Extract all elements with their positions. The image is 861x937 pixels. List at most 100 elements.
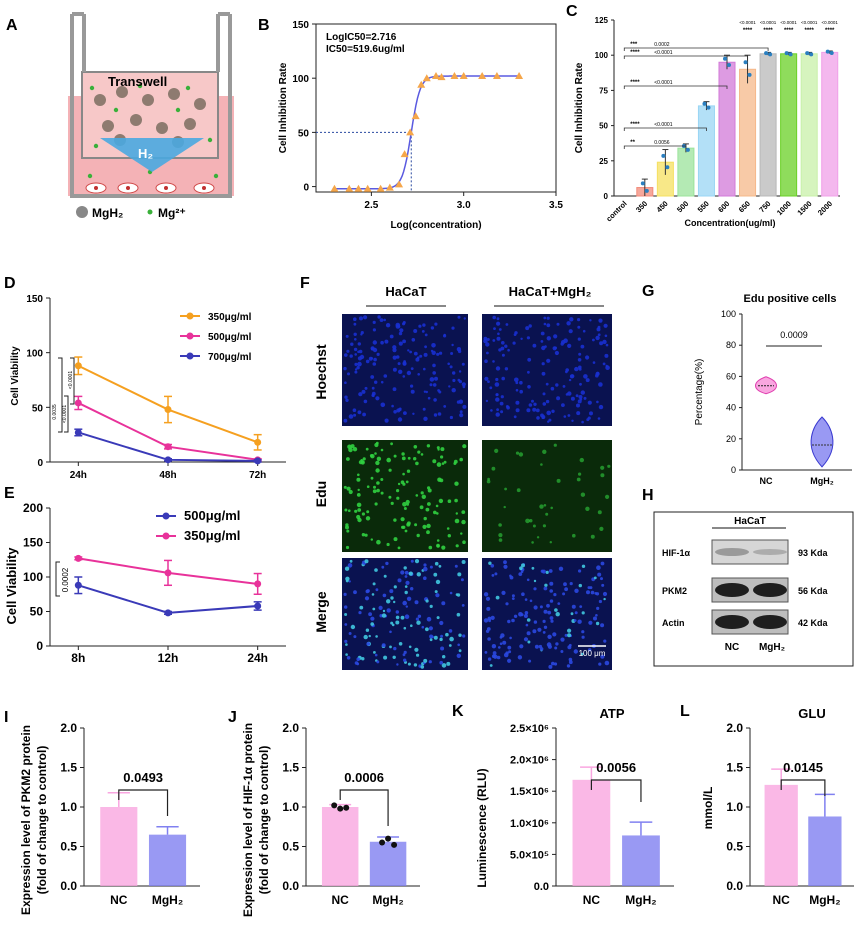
cell-nucleus bbox=[429, 377, 435, 382]
replicate-dot bbox=[825, 49, 830, 54]
cell-nucleus bbox=[353, 322, 357, 326]
panel-d-chart: Cell Viability 0 50 100 150 24h 48h 72h 350μg/m… bbox=[10, 294, 286, 481]
cell-nucleus bbox=[430, 349, 434, 353]
cell-nucleus bbox=[521, 592, 525, 596]
cell-nucleus bbox=[564, 633, 568, 637]
cell-nucleus bbox=[495, 366, 501, 371]
cell-nucleus bbox=[560, 650, 564, 653]
cell-nucleus bbox=[542, 631, 546, 634]
replicate-dot bbox=[644, 188, 649, 193]
plot-area: 0.0 0.5 1.0 1.5 2.0 NC MgH₂ 0.0145 bbox=[726, 721, 854, 907]
cell-nucleus bbox=[526, 578, 530, 582]
micrograph-hoechst bbox=[482, 314, 612, 426]
sig-bracket bbox=[590, 779, 642, 802]
legend-label: 500μg/ml bbox=[208, 332, 252, 343]
cell-nucleus bbox=[520, 570, 524, 574]
cell-nucleus bbox=[433, 398, 437, 402]
cell-nucleus bbox=[539, 647, 544, 651]
cell-nucleus bbox=[395, 610, 399, 614]
cell-nucleus bbox=[344, 381, 347, 385]
cell-nucleus bbox=[356, 366, 360, 370]
cell-nucleus bbox=[581, 635, 585, 639]
data-point-triangle bbox=[406, 128, 415, 136]
y-tick-label: 0 bbox=[303, 183, 309, 194]
cell-nucleus bbox=[595, 371, 600, 376]
data-point bbox=[254, 438, 262, 446]
cell-nucleus bbox=[542, 392, 546, 396]
significance-stars: ** bbox=[630, 140, 635, 146]
cell-nucleus bbox=[546, 603, 550, 608]
panel-i-chart: Expression level of PKM2 protein (fold o… bbox=[19, 721, 200, 915]
legend-swatch-dot bbox=[162, 532, 170, 540]
cell-nucleus bbox=[443, 460, 447, 464]
replicate-dot bbox=[743, 60, 748, 65]
cell-nucleus bbox=[365, 359, 370, 364]
cell-nucleus bbox=[489, 386, 493, 390]
replicate-dot bbox=[747, 72, 752, 77]
cell-nucleus bbox=[540, 463, 543, 466]
cell-nucleus bbox=[353, 347, 358, 352]
cell-nucleus bbox=[563, 582, 567, 587]
cell-nucleus bbox=[436, 544, 440, 548]
cell-nucleus bbox=[574, 611, 578, 615]
cell-nucleus bbox=[424, 333, 428, 337]
cell-nucleus bbox=[540, 569, 544, 573]
cell-nucleus bbox=[405, 499, 410, 505]
data-point-triangle bbox=[363, 184, 372, 192]
replicate-dot bbox=[685, 147, 690, 152]
y-tick-label: 100 bbox=[292, 74, 309, 85]
cell-nucleus bbox=[449, 415, 453, 420]
cell-nucleus bbox=[371, 386, 375, 390]
y-tick-label: 50 bbox=[599, 122, 608, 131]
cell-nucleus bbox=[353, 413, 357, 417]
data-point bbox=[254, 580, 262, 588]
data-point-triangle bbox=[395, 180, 404, 188]
cell-nucleus bbox=[397, 546, 401, 550]
cell-nucleus bbox=[439, 620, 444, 626]
cell-nucleus bbox=[356, 657, 361, 662]
cell-nucleus bbox=[498, 328, 502, 331]
cell-nucleus bbox=[378, 605, 383, 611]
p-value-label: <0.0001 bbox=[654, 50, 672, 56]
y-axis-title: Cell Inhibition Rate bbox=[278, 62, 289, 153]
cell-nucleus bbox=[458, 370, 462, 373]
cell-nucleus bbox=[454, 518, 460, 524]
cell-nucleus bbox=[447, 534, 451, 538]
x-tick-label: control bbox=[604, 199, 628, 223]
cell-nucleus bbox=[551, 409, 555, 413]
cell-nucleus bbox=[402, 322, 406, 326]
protein-label: HIF-1α bbox=[662, 548, 691, 558]
cell-nucleus bbox=[483, 592, 489, 597]
cell-nucleus bbox=[561, 403, 565, 407]
green-dot-icon bbox=[147, 209, 153, 215]
legend-swatch-dot bbox=[186, 332, 194, 340]
column-title-hacat: HaCaT bbox=[385, 284, 426, 299]
cell-nucleus bbox=[357, 410, 362, 415]
cell-nucleus bbox=[495, 397, 500, 402]
cell-nucleus bbox=[546, 358, 551, 363]
y-tick-label: 0.5 bbox=[282, 840, 299, 854]
cell-nucleus bbox=[462, 540, 466, 544]
comparison-bracket bbox=[623, 47, 769, 51]
cell-nucleus bbox=[605, 494, 610, 499]
cell-nucleus bbox=[420, 665, 425, 669]
panel-letters: A B C D E F G H I J K L bbox=[4, 3, 690, 726]
cell-nucleus bbox=[461, 519, 466, 525]
cell-nucleus bbox=[447, 499, 452, 504]
cell-nucleus bbox=[519, 566, 523, 570]
cell-nucleus bbox=[406, 370, 412, 376]
cell-nucleus bbox=[353, 635, 357, 639]
cell-nucleus bbox=[413, 351, 418, 356]
cell-nucleus bbox=[410, 559, 414, 563]
cell-nucleus bbox=[503, 560, 507, 565]
cell-nucleus bbox=[405, 580, 410, 586]
cell-nucleus bbox=[458, 649, 462, 653]
x-tick-label: NC bbox=[773, 893, 791, 907]
data-point-triangle bbox=[330, 184, 339, 192]
cell-nucleus bbox=[595, 614, 598, 617]
cell-nucleus bbox=[354, 353, 358, 356]
cell-nucleus bbox=[364, 533, 368, 537]
cell-nucleus bbox=[460, 532, 463, 535]
cell-nucleus bbox=[434, 590, 438, 594]
cell-nucleus bbox=[360, 331, 364, 335]
